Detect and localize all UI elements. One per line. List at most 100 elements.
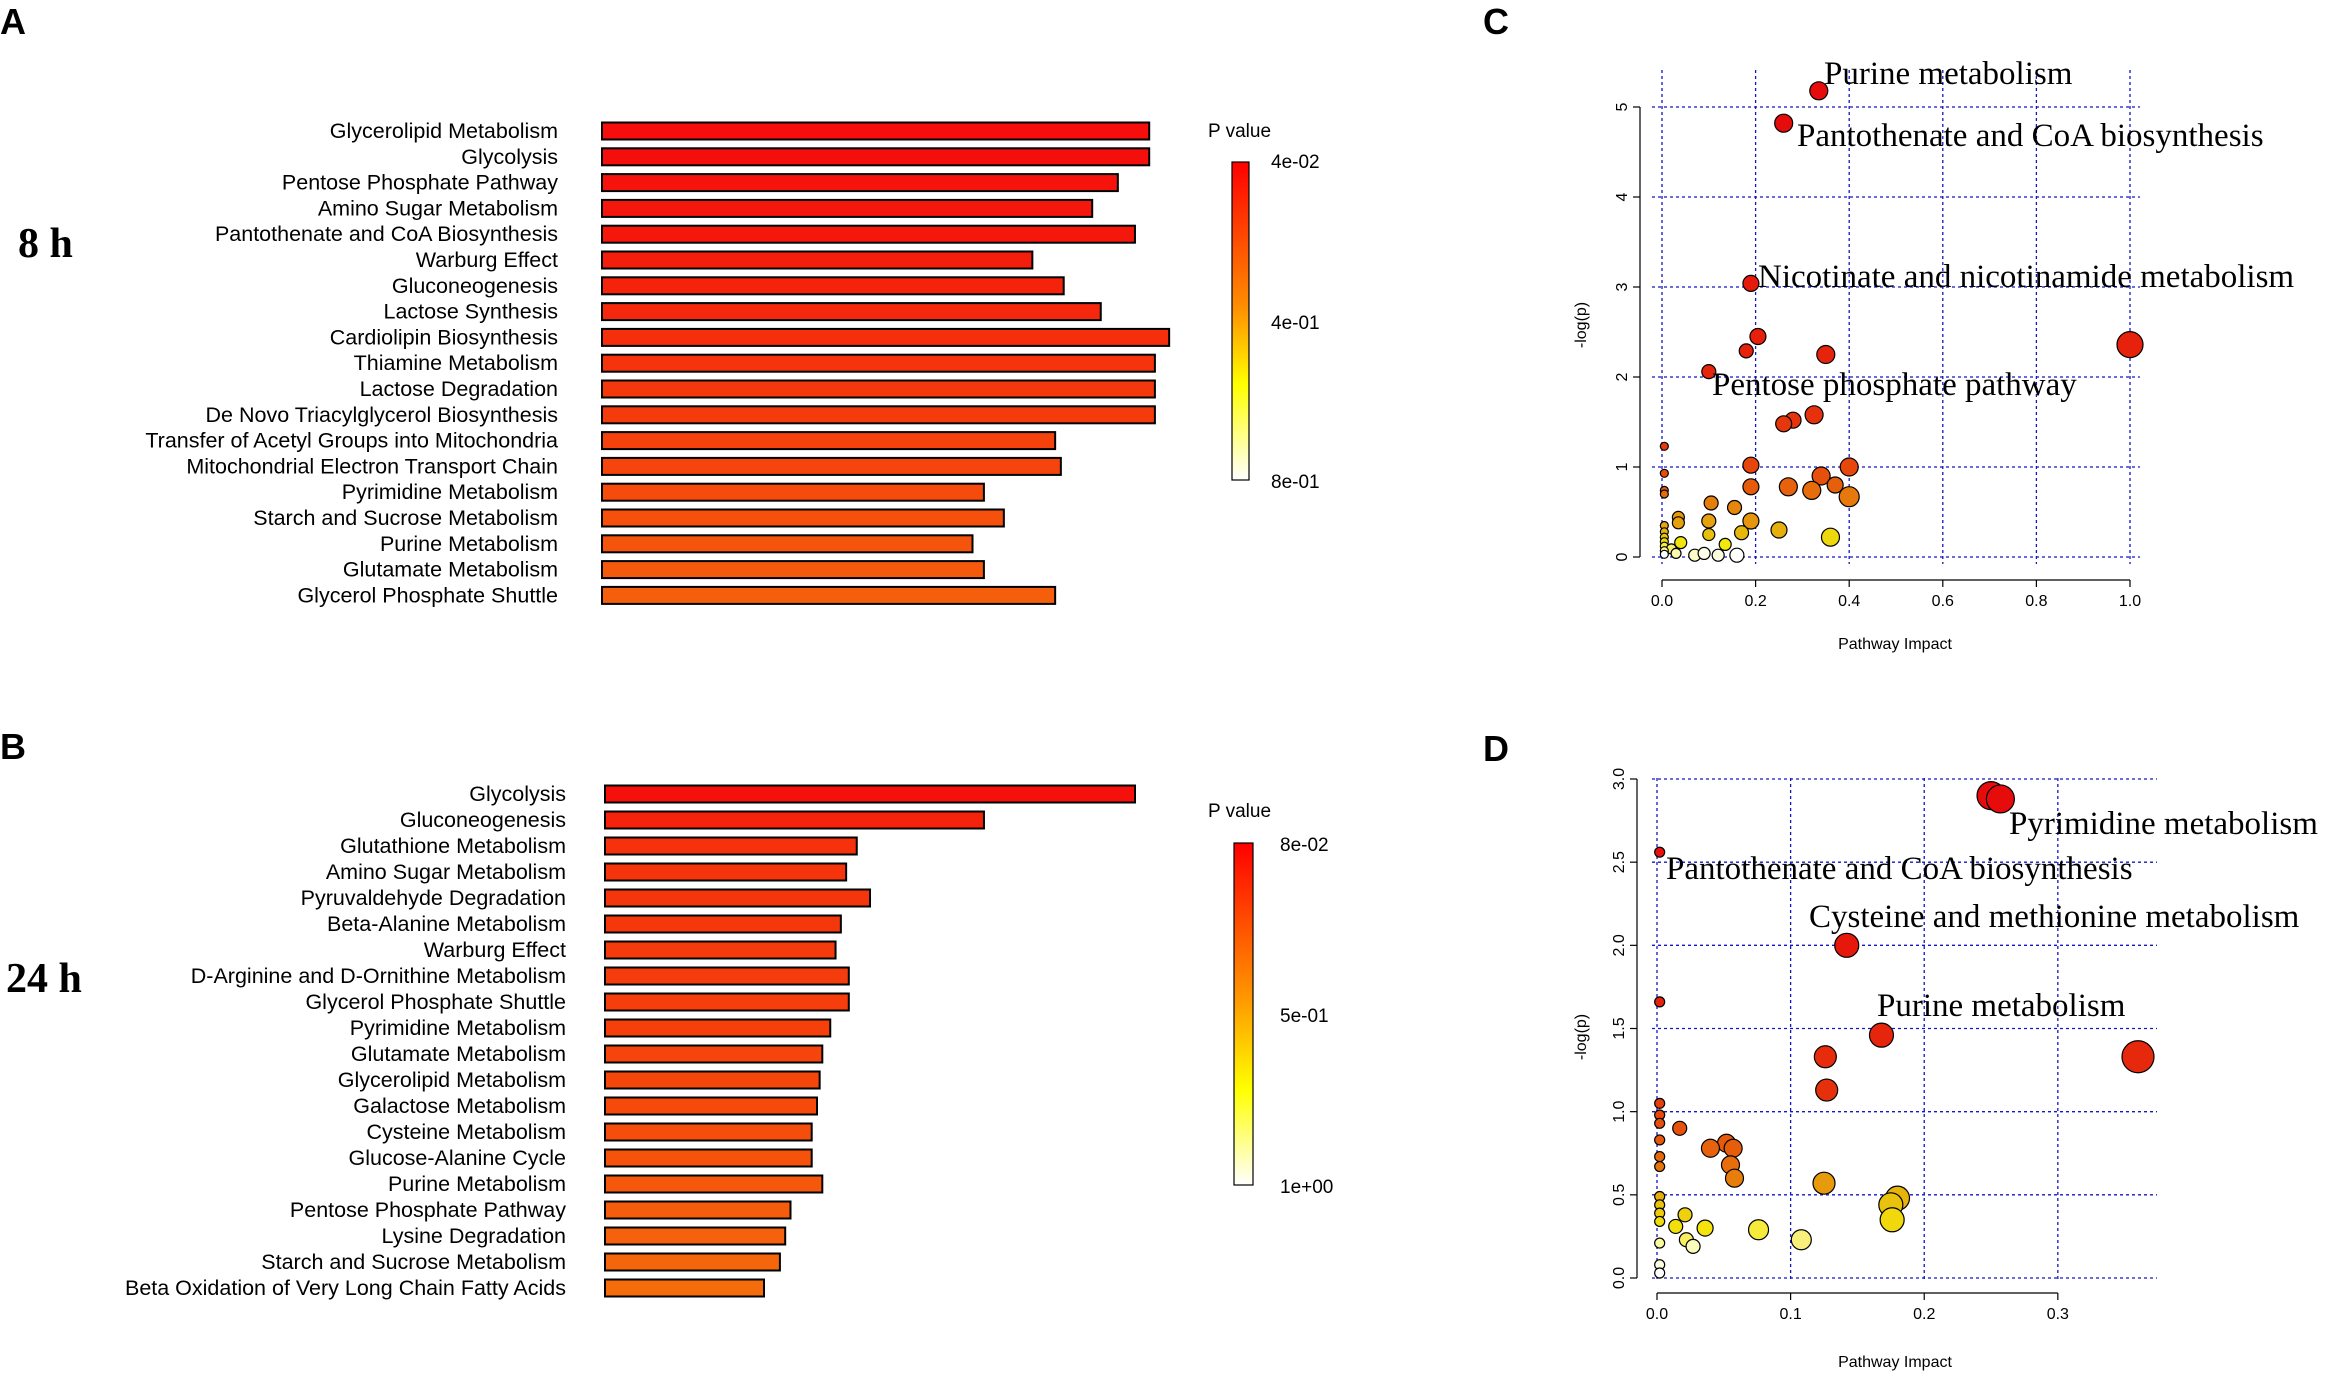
category-label-b: Glucose-Alanine Cycle	[349, 1146, 567, 1170]
points-c	[1659, 81, 2144, 563]
points-d	[1654, 781, 2155, 1279]
bar-b	[604, 862, 848, 882]
annotation-d-pantothenate: Pantothenate and CoA biosynthesis	[1666, 851, 2133, 887]
data-point-c	[1809, 81, 1829, 101]
data-point-d	[1812, 1171, 1836, 1195]
x-tick-label-d: 0.0	[1646, 1306, 1668, 1323]
x-axis-label-d: Pathway Impact	[1838, 1354, 1952, 1371]
bar-a	[601, 379, 1156, 399]
data-point-c	[1804, 405, 1824, 425]
bar-b	[604, 992, 850, 1012]
bar-a	[601, 276, 1065, 296]
category-label-b: Beta-Alanine Metabolism	[327, 912, 566, 936]
category-label-b: Cysteine Metabolism	[366, 1120, 566, 1144]
data-point-d	[2121, 1040, 2155, 1074]
data-point-d	[1654, 1117, 1666, 1129]
category-label-a: Gluconeogenesis	[392, 274, 558, 298]
data-point-d	[1654, 846, 1666, 858]
data-point-c	[1674, 535, 1688, 550]
data-point-c	[1742, 456, 1760, 474]
category-label-a: Purine Metabolism	[380, 532, 558, 556]
category-label-b: Pyrimidine Metabolism	[350, 1016, 566, 1040]
data-point-c	[1838, 486, 1860, 508]
y-tick-label-c: 2	[1614, 372, 1631, 381]
data-point-c	[1816, 344, 1836, 365]
axes-c: 0.0 0.2 0.4 0.6 0.8 1.0 0 1 2 3 4 5	[1614, 102, 2141, 610]
bar-a	[601, 560, 985, 580]
category-label-b: Glycerolipid Metabolism	[338, 1068, 566, 1092]
legend-tick-a-bottom: 8e-01	[1271, 472, 1320, 493]
category-label-a: Thiamine Metabolism	[354, 351, 558, 375]
annotation-d-cysteine: Cysteine and methionine metabolism	[1809, 899, 2300, 935]
panel-label-a: A	[0, 1, 26, 42]
panel-label-d: D	[1483, 728, 1509, 769]
category-label-b: Starch and Sucrose Metabolism	[261, 1250, 566, 1274]
legend-tick-a-top: 4e-02	[1271, 152, 1320, 173]
bar-a	[601, 585, 1057, 605]
legend-title-b: P value	[1208, 801, 1271, 822]
legend-title-a: P value	[1208, 121, 1271, 142]
bar-a	[601, 173, 1119, 193]
bar-b	[604, 1096, 818, 1116]
data-point-d	[1685, 1238, 1701, 1254]
bar-a	[601, 353, 1156, 373]
data-point-d	[1672, 1120, 1688, 1136]
data-point-c	[1774, 113, 1794, 133]
data-point-c	[1726, 499, 1743, 516]
data-point-c	[1701, 513, 1717, 529]
data-point-c	[1697, 546, 1711, 561]
category-label-b: Glycolysis	[469, 782, 566, 806]
category-label-b: Purine Metabolism	[388, 1172, 566, 1196]
data-point-c	[1820, 527, 1841, 547]
data-point-d	[1696, 1219, 1714, 1237]
bar-a	[601, 121, 1151, 141]
data-point-d	[1813, 1045, 1837, 1069]
category-label-a: Pyrimidine Metabolism	[342, 480, 558, 504]
colorbar-b	[1233, 842, 1254, 1186]
bar-b	[604, 940, 837, 960]
legend-b: P value 8e-02 5e-01 1e+00	[1208, 801, 1333, 1198]
bar-a	[601, 250, 1034, 270]
data-point-c	[1671, 516, 1685, 530]
bar-a	[601, 508, 1005, 528]
bar-b	[604, 1148, 813, 1168]
category-label-b: Galactose Metabolism	[353, 1094, 566, 1118]
category-label-a: Lactose Synthesis	[384, 300, 559, 324]
category-label-a: De Novo Triacylglycerol Biosynthesis	[206, 403, 559, 427]
data-point-d	[1654, 1134, 1666, 1146]
bar-a	[601, 224, 1136, 244]
bar-a	[601, 327, 1171, 347]
bar-b	[604, 836, 858, 856]
bar-b	[604, 1018, 832, 1038]
x-tick-label-c: 0.8	[2025, 593, 2047, 610]
legend-tick-b-bottom: 1e+00	[1280, 1177, 1333, 1198]
category-label-a: Warburg Effect	[416, 248, 558, 272]
bar-a	[601, 431, 1057, 451]
scatter-chart-d: 0.0 0.1 0.2 0.3 0.0 0.5 1.0 1.5 2.0 2.5 3.0 Pathwa…	[1573, 768, 2318, 1371]
category-label-b: Amino Sugar Metabolism	[326, 860, 566, 884]
data-point-d	[1879, 1207, 1905, 1233]
data-point-c	[1826, 476, 1844, 494]
data-point-d	[1654, 1237, 1666, 1249]
category-label-a: Glycerol Phosphate Shuttle	[297, 583, 558, 607]
y-tick-label-d: 3.0	[1611, 768, 1628, 790]
time-label-24h: 24 h	[6, 956, 82, 1002]
data-point-c	[1775, 415, 1793, 433]
category-label-a: Amino Sugar Metabolism	[318, 196, 558, 220]
bar-b	[604, 1278, 765, 1298]
x-tick-label-d: 0.1	[1779, 1306, 1801, 1323]
data-point-d	[1868, 1022, 1895, 1048]
y-tick-label-c: 3	[1614, 282, 1631, 291]
category-label-a: Mitochondrial Electron Transport Chain	[186, 454, 558, 478]
category-label-b: Warburg Effect	[424, 938, 566, 962]
bar-b	[604, 914, 842, 934]
data-point-d	[1654, 1160, 1666, 1173]
annotation-c-pentose: Pentose phosphate pathway	[1712, 367, 2077, 403]
y-axis-label-c: -log(p)	[1573, 302, 1590, 348]
panel-label-c: C	[1483, 1, 1509, 42]
data-point-c	[1839, 457, 1859, 477]
data-point-c	[1729, 547, 1745, 563]
